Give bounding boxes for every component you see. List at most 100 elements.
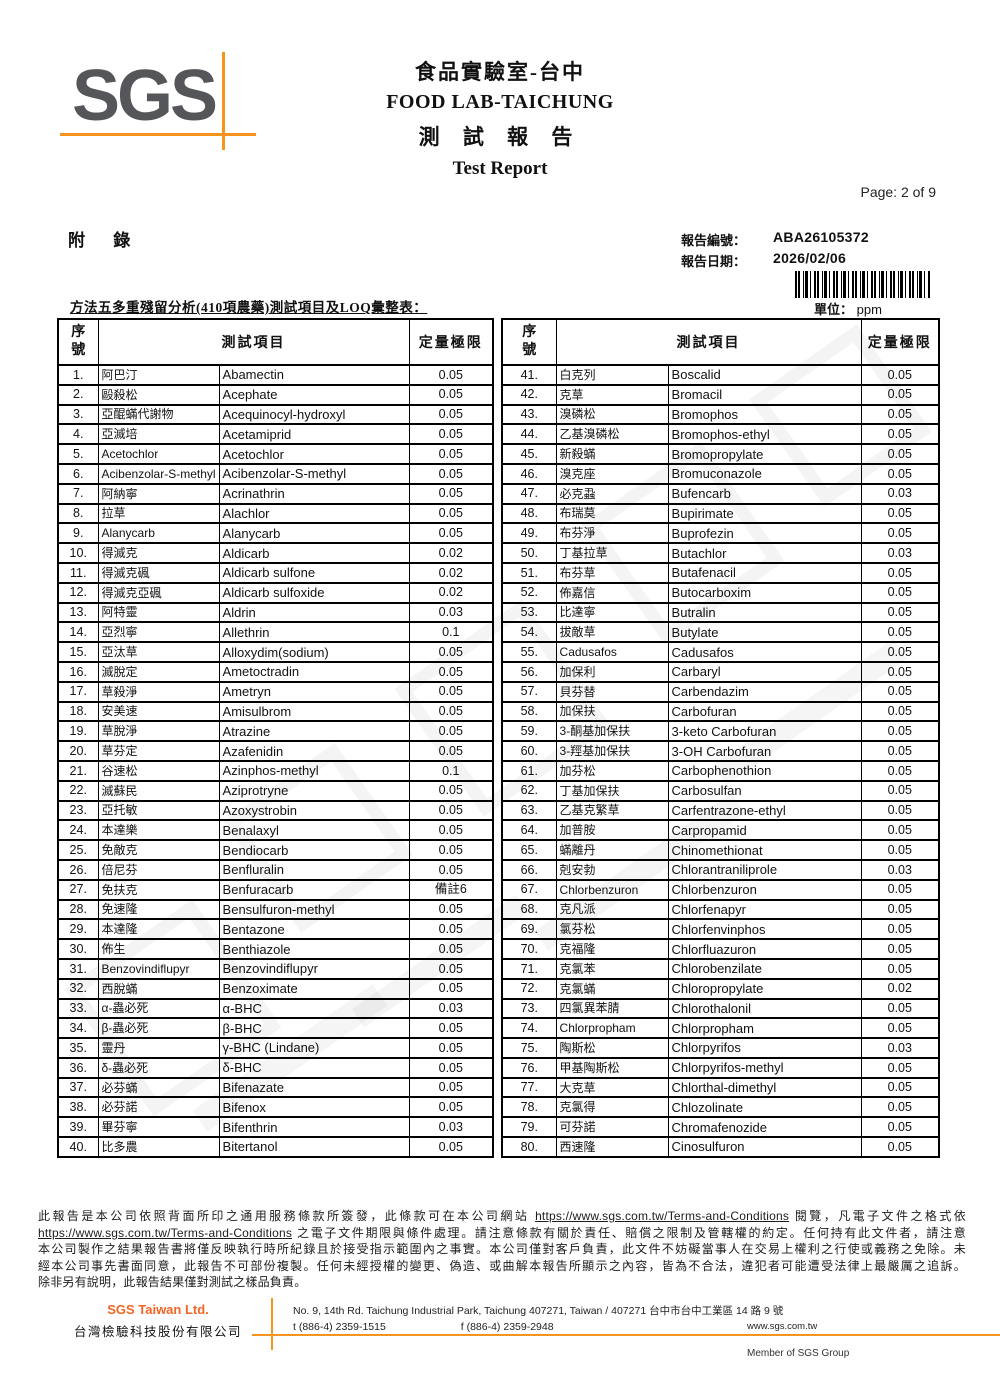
item-name-en: Bromuconazole — [667, 463, 862, 485]
row-number: 35. — [57, 1037, 99, 1059]
report-no-label: 報告編號： — [681, 233, 747, 248]
item-name-zh: 毆殺松 — [97, 384, 220, 406]
loq-value: 0.03 — [860, 1037, 940, 1059]
item-name-en: Benfluralin — [218, 859, 410, 881]
terms-text: 此報告是本公司依照背面所印之通用服務條款所簽發，此條款可在本公司網站 — [38, 1209, 536, 1223]
item-name-en: Chlorpyrifos — [667, 1037, 862, 1059]
table-row: 21. 谷速松 Azinphos-methyl 0.1 — [57, 760, 494, 782]
item-name-en: Azinphos-methyl — [218, 760, 410, 782]
item-name-en: Chlorfluazuron — [667, 938, 862, 960]
table-row: 15. 亞汰草 Alloxydim(sodium) 0.05 — [57, 641, 494, 663]
row-number: 27. — [57, 879, 99, 901]
loq-value: 0.05 — [408, 1136, 494, 1158]
table-row: 50. 丁基拉草 Butachlor 0.03 — [501, 542, 940, 564]
phone-number: t (886-4) 2359-1515 — [293, 1321, 386, 1333]
terms-line: 本公司製作之結果報告書將僅反映執行時所紀錄且於接受指示範圍內之事實。本公司僅對客… — [38, 1242, 966, 1257]
table-row: 4. 亞滅培 Acetamiprid 0.05 — [57, 423, 494, 445]
loq-table-right: 序號 測試項目 定量極限 41. 白克列 Boscalid 0.05 42. 克草 Brom… — [501, 318, 941, 1158]
item-name-en: Atrazine — [218, 720, 410, 742]
row-number: 45. — [501, 443, 557, 465]
terms-line: 此報告是本公司依照背面所印之通用服務條款所簽發，此條款可在本公司網站 https… — [38, 1208, 966, 1225]
table-row: 29. 本達隆 Bentazone 0.05 — [57, 918, 494, 940]
item-name-en: Ametoctradin — [218, 661, 410, 683]
item-name-zh: 免敵克 — [97, 839, 220, 861]
fax-number: f (886-4) 2359-2948 — [460, 1321, 554, 1333]
item-name-en: Aziprotryne — [218, 780, 410, 802]
item-name-zh: 布瑞莫 — [555, 503, 669, 524]
item-name-zh: 氯芬松 — [555, 918, 669, 940]
col-header-loq: 定量極限 — [408, 318, 494, 366]
item-name-en: Benzovindiflupyr — [218, 958, 410, 980]
loq-value: 0.05 — [408, 404, 494, 425]
row-number: 48. — [501, 503, 557, 524]
table-row: 58. 加保扶 Carbofuran 0.05 — [501, 701, 940, 722]
loq-value: 0.05 — [408, 958, 494, 980]
item-name-zh: 西脫蟎 — [97, 978, 220, 999]
table-row: 6. Acibenzolar-S-methyl Acibenzolar-S-meth… — [57, 463, 494, 485]
item-name-en: Bentazone — [218, 918, 410, 940]
terms-text: 之電子文件期限與條件處理。請注意條款有關於責任、賠償之限制及管轄權的約定。任何持… — [292, 1225, 966, 1240]
table-row: 47. 必克蝨 Bufencarb 0.03 — [501, 483, 940, 505]
table-row: 59. 3-酮基加保扶 3-keto Carbofuran 0.05 — [501, 720, 940, 742]
terms-url-link[interactable]: https://www.sgs.com.tw/Terms-and-Conditi… — [535, 1209, 790, 1223]
loq-value: 0.05 — [860, 661, 940, 683]
table-row: 35. 靈丹 γ-BHC (Lindane) 0.05 — [57, 1037, 494, 1059]
company-phone: t (886-4) 2359-1515 f (886-4) 2359-2948 — [293, 1321, 554, 1333]
item-name-zh: 佈嘉信 — [555, 582, 669, 604]
item-name-zh: Acibenzolar-S-methyl — [97, 463, 220, 485]
item-name-en: Alanycarb — [218, 522, 410, 544]
item-name-en: Bufencarb — [667, 483, 862, 505]
loq-value: 0.05 — [408, 918, 494, 940]
item-name-en: Ametryn — [218, 681, 410, 703]
loq-value: 0.05 — [860, 621, 940, 643]
loq-table-left: 序號 測試項目 定量極限 1. 阿巴汀 Abamectin 0.05 2. 毆殺松 Acep… — [57, 318, 495, 1158]
table-row: 44. 乙基溴磷松 Bromophos-ethyl 0.05 — [501, 423, 940, 445]
row-number: 58. — [501, 701, 557, 722]
table-row: 7. 阿納寧 Acrinathrin 0.05 — [57, 483, 494, 505]
report-no-value: ABA26105372 — [773, 229, 869, 245]
loq-value: 0.05 — [408, 503, 494, 524]
lab-title-en: FOOD LAB-TAICHUNG — [386, 91, 614, 113]
loq-value: 0.03 — [408, 1116, 494, 1138]
item-name-en: Chlorpyrifos-methyl — [667, 1057, 862, 1079]
loq-value: 0.05 — [860, 780, 940, 802]
loq-value: 0.05 — [408, 720, 494, 742]
row-number: 16. — [57, 661, 99, 683]
terms-url-link[interactable]: https://www.sgs.com.tw/Terms-and-Conditi… — [38, 1225, 293, 1240]
loq-value: 0.05 — [860, 701, 940, 722]
table-row: 41. 白克列 Boscalid 0.05 — [501, 364, 940, 386]
company-name-zh: 台灣檢驗科技股份有限公司 — [73, 1325, 242, 1339]
table-row: 74. Chlorpropham Chlorpropham 0.05 — [501, 1017, 940, 1039]
item-name-en: Bromopropylate — [667, 443, 862, 465]
table-row: 24. 本達樂 Benalaxyl 0.05 — [57, 819, 494, 841]
table-row: 80. 西速隆 Cinosulfuron 0.05 — [501, 1136, 940, 1158]
row-number: 12. — [57, 582, 99, 604]
loq-value: 0.05 — [860, 522, 940, 544]
table-row: 36. δ-蟲必死 δ-BHC 0.05 — [57, 1057, 494, 1079]
terms-line: 經本公司事先書面同意，此報告不可部份複製。任何未經授權的變更、偽造、或曲解本報告… — [38, 1258, 966, 1273]
row-number: 78. — [501, 1096, 557, 1118]
table-row: 26. 倍尼芬 Benfluralin 0.05 — [57, 859, 494, 881]
unit-row: 單位： ppm — [814, 299, 882, 318]
row-number: 30. — [57, 938, 99, 960]
item-name-en: Acephate — [218, 384, 410, 406]
item-name-zh: 谷速松 — [97, 760, 220, 782]
terms-line: 除非另有說明，此報告結果僅對測試之樣品負責。 — [38, 1275, 307, 1290]
row-number: 5. — [57, 443, 99, 465]
item-name-zh: 比達寧 — [555, 602, 669, 623]
item-name-en: Aldicarb — [218, 542, 410, 564]
table-row: 46. 溴克座 Bromuconazole 0.05 — [501, 463, 940, 485]
terms-text: 閱覽，凡電子文件之格式依 — [789, 1209, 967, 1223]
table-row: 72. 克氯蟎 Chloropropylate 0.02 — [501, 978, 940, 999]
item-name-zh: Cadusafos — [555, 641, 669, 663]
item-name-zh: 克氯蟎 — [555, 978, 669, 999]
item-name-zh: α-蟲必死 — [97, 998, 220, 1019]
item-name-en: Alachlor — [218, 503, 410, 524]
item-name-zh: 溴克座 — [555, 463, 669, 485]
item-name-zh: 加保扶 — [555, 701, 669, 722]
item-name-en: β-BHC — [218, 1017, 410, 1039]
website-link[interactable]: www.sgs.com.tw — [747, 1321, 818, 1332]
row-number: 15. — [57, 641, 99, 663]
loq-value: 0.05 — [860, 1136, 940, 1158]
row-number: 11. — [57, 562, 99, 584]
